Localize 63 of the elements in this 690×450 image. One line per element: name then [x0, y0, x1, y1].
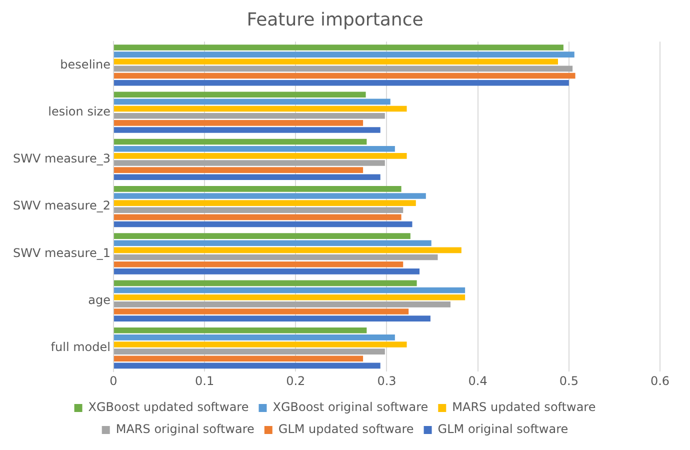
bar: [114, 348, 385, 354]
bar: [114, 247, 462, 254]
bar: [114, 58, 558, 65]
bar: [114, 52, 574, 58]
bar: [114, 160, 385, 166]
bar: [114, 138, 367, 145]
bar: [114, 72, 576, 79]
bar: [114, 92, 366, 98]
legend-label: XGBoost original software: [272, 400, 428, 414]
bar: [114, 200, 416, 206]
x-tick-label: 0.2: [286, 374, 306, 388]
bar: [114, 334, 395, 340]
bar: [114, 146, 395, 152]
bar: [114, 120, 364, 126]
bar: [114, 193, 426, 199]
bar: [114, 66, 573, 72]
y-tick-label: lesion size: [48, 104, 110, 118]
y-tick-label: SWV measure_1: [12, 246, 110, 260]
bar: [114, 127, 380, 133]
bar: [114, 261, 404, 268]
bar: [114, 80, 569, 86]
bar: [114, 98, 390, 105]
x-tick-label: 0.4: [468, 374, 488, 388]
bar: [114, 327, 367, 334]
bar: [114, 356, 364, 362]
legend-label: GLM updated software: [278, 422, 414, 436]
bar: [114, 268, 420, 274]
y-tick-label: SWV measure_3: [12, 152, 110, 166]
x-tick-label: 0.5: [559, 374, 578, 388]
x-tick-label: 0: [110, 374, 118, 388]
bar: [114, 174, 380, 180]
legend-label: XGBoost updated software: [88, 400, 249, 414]
bar: [114, 214, 402, 220]
bar: [114, 362, 380, 369]
bar: [114, 294, 466, 300]
x-tick-label: 0.6: [650, 374, 670, 388]
bar: [114, 44, 564, 50]
chart-title: Feature importance: [246, 9, 424, 30]
bar: [114, 316, 430, 322]
x-tick-label: 0.1: [195, 374, 214, 388]
bar: [114, 153, 407, 159]
bar: [114, 280, 417, 286]
bar: [114, 240, 432, 246]
bar: [114, 308, 409, 314]
y-tick-label: SWV measure_2: [12, 198, 110, 213]
bar: [114, 302, 450, 308]
y-tick-label: full model: [50, 340, 110, 354]
bar: [114, 186, 402, 192]
bar: [114, 112, 385, 119]
y-tick-label: beseline: [60, 57, 110, 72]
legend-label: GLM original software: [438, 422, 568, 436]
bar: [114, 221, 412, 228]
bar: [114, 207, 404, 214]
bar: [114, 254, 438, 260]
bar: [114, 106, 407, 112]
legend-label: MARS original software: [116, 422, 254, 436]
bar: [114, 342, 407, 348]
bar: [114, 233, 410, 239]
bar: [114, 167, 364, 173]
legend-label: MARS updated software: [452, 400, 596, 414]
x-tick-label: 0.3: [377, 374, 396, 388]
y-tick-label: age: [88, 293, 110, 308]
bar: [114, 287, 466, 294]
